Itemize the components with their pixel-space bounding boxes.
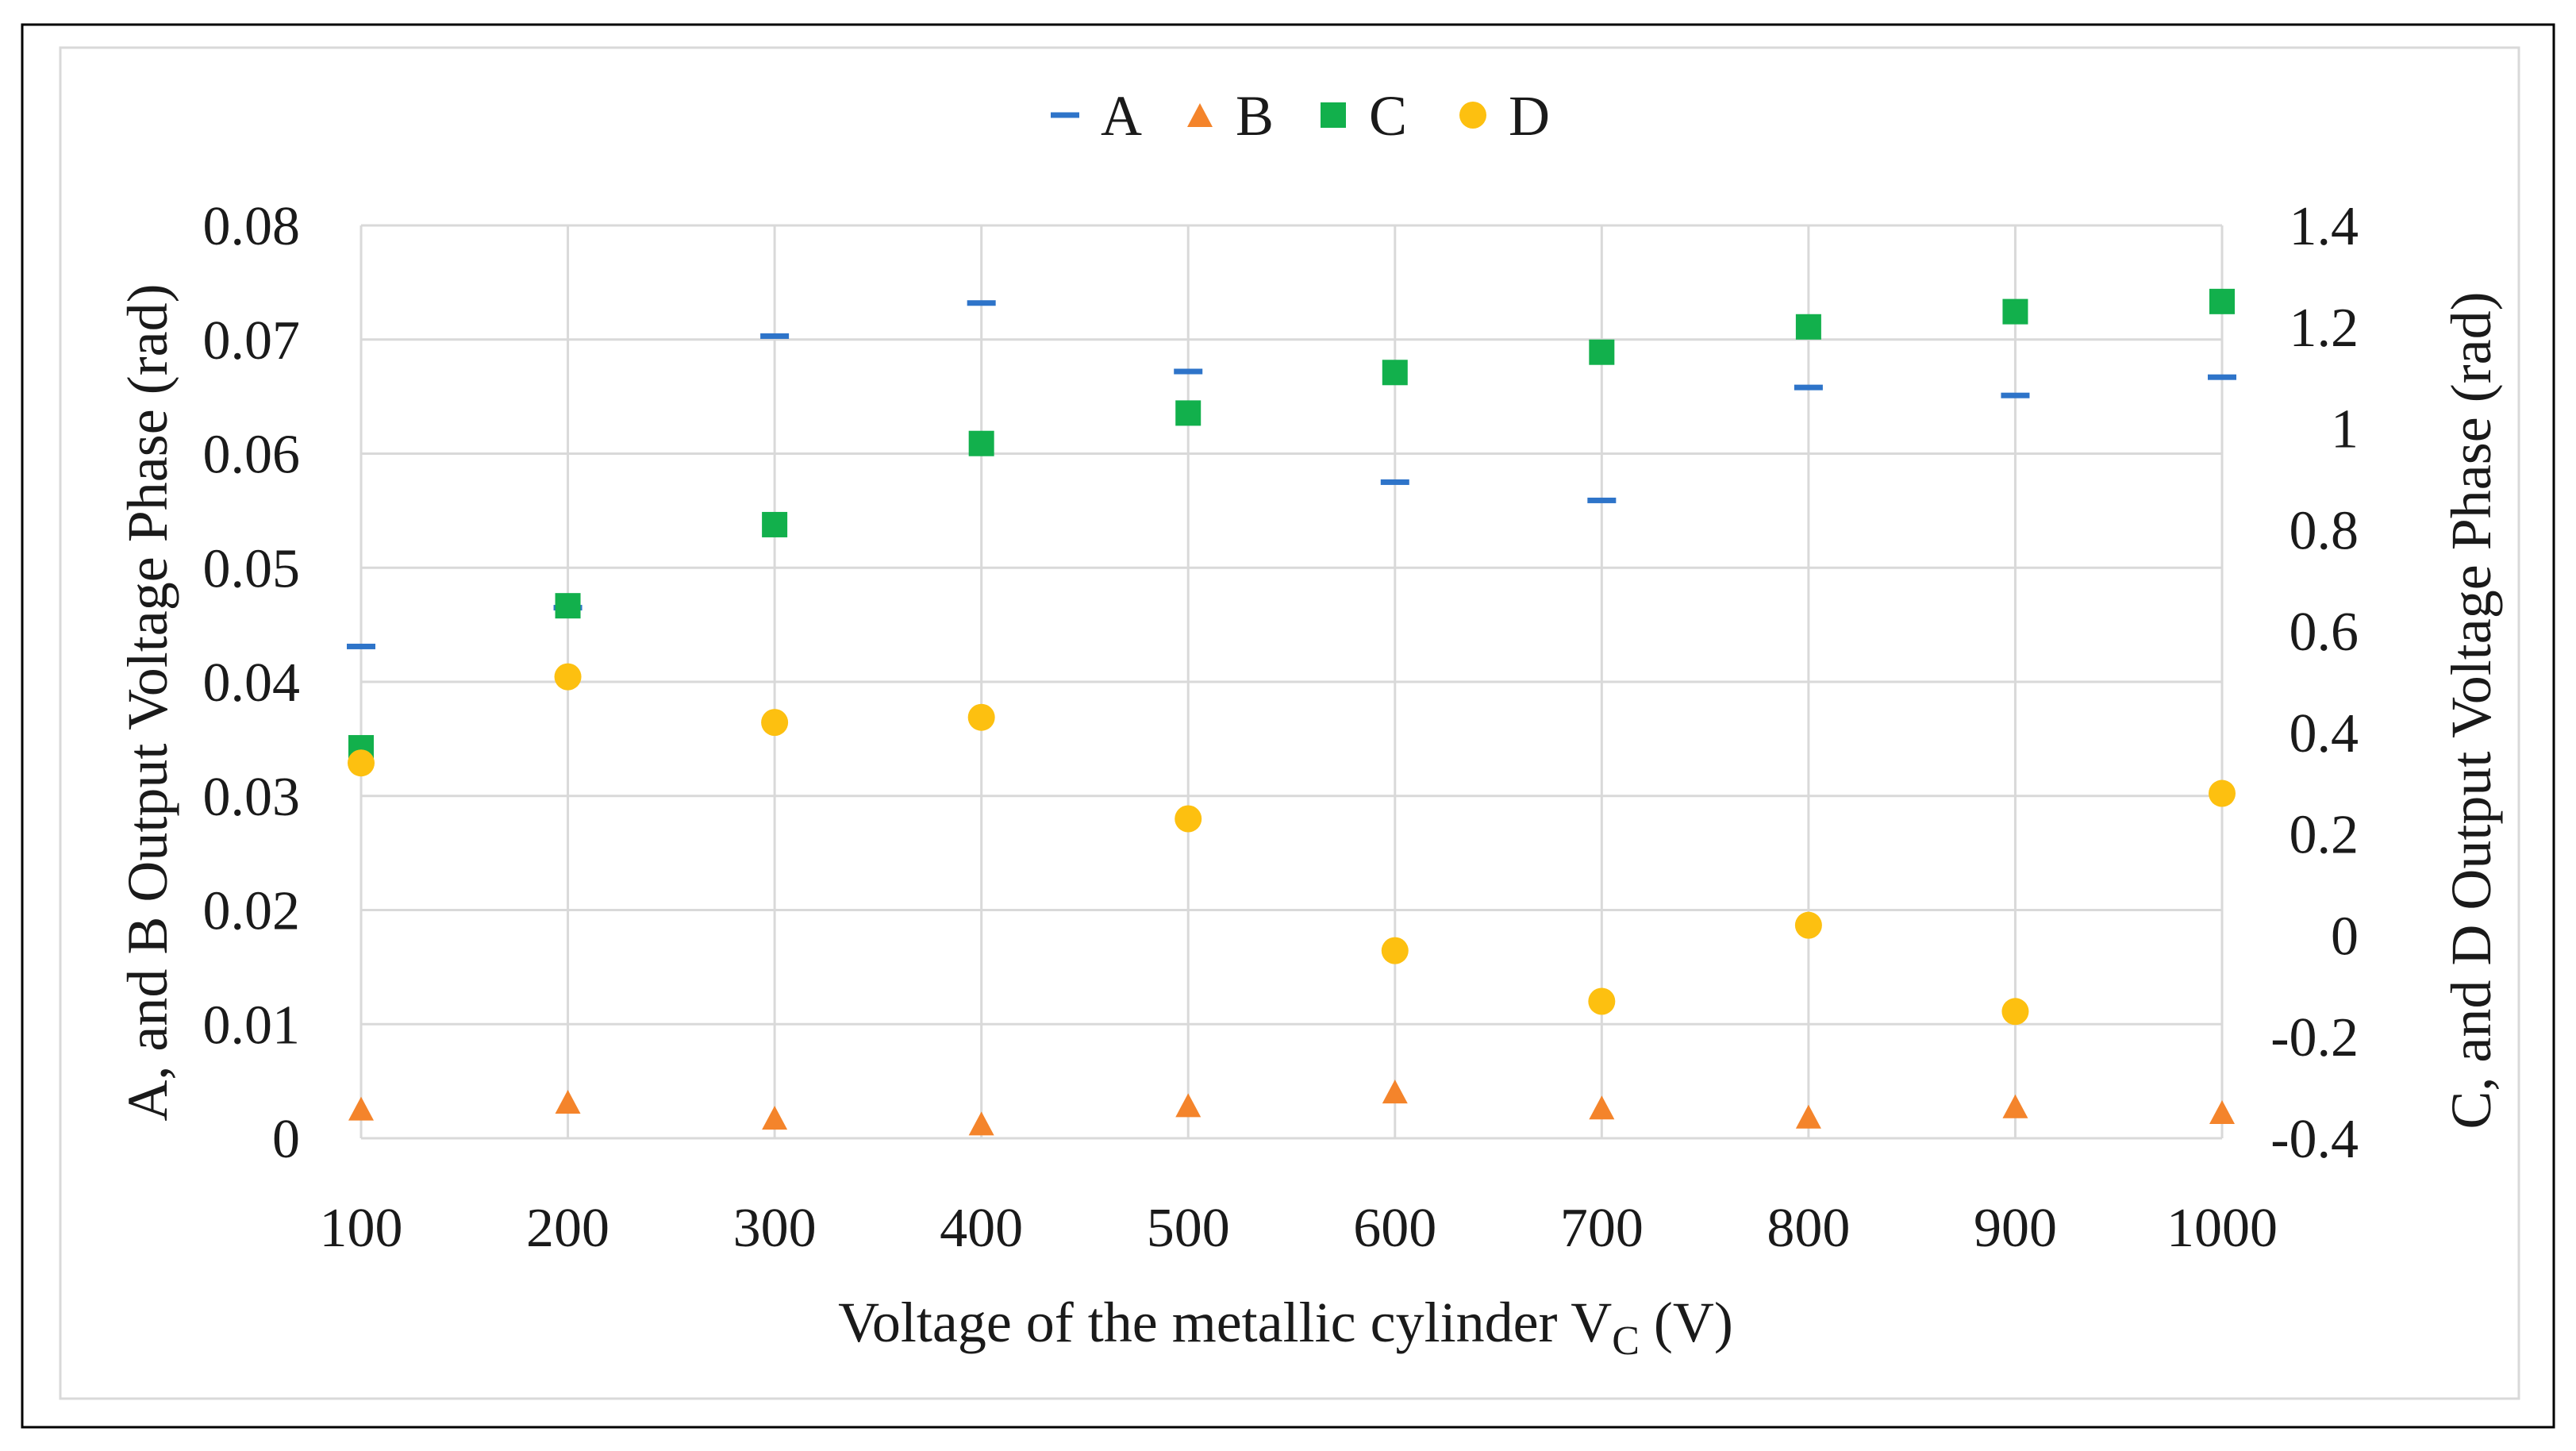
series-a-point (1794, 384, 1823, 391)
right-y-tick-label: 1.4 (2290, 196, 2359, 257)
series-d-point (554, 663, 582, 691)
series-b-point (2002, 1094, 2028, 1118)
series-d-point (1175, 805, 1202, 833)
x-axis-tick-labels: 100 200 300 400 500 600 700 800 900 1000 (320, 1198, 2278, 1259)
left-y-tick-label: 0.01 (203, 995, 301, 1056)
series-b-point (1795, 1104, 1821, 1129)
series-d-point (1588, 987, 1616, 1015)
legend-marker-c (1321, 102, 1346, 128)
x-tick-label: 700 (1560, 1198, 1644, 1259)
series-b-point (2209, 1099, 2235, 1124)
right-y-tick-label: -0.2 (2270, 1007, 2359, 1068)
series-b (348, 1080, 2235, 1136)
right-axis-tick-labels: -0.4 -0.2 0 0.2 0.4 0.6 0.8 1 1.2 1.4 (2270, 196, 2359, 1170)
right-y-tick-label: 0.2 (2290, 805, 2359, 866)
legend-marker-a (1051, 112, 1079, 118)
series-c-point (1795, 314, 1821, 340)
x-tick-label: 300 (733, 1198, 817, 1259)
series-d (348, 663, 2236, 1026)
legend-marker-d (1459, 102, 1486, 129)
right-y-tick-label: 0.8 (2290, 500, 2359, 561)
right-y-tick-label: 0 (2331, 906, 2359, 967)
left-y-tick-label: 0 (272, 1109, 300, 1170)
series-d-point (1381, 937, 1409, 964)
series-b-point (348, 1096, 374, 1121)
legend-label-b: B (1236, 84, 1274, 148)
legend: A B C D (1051, 84, 1550, 148)
series-a-point (760, 333, 790, 339)
left-y-tick-label: 0.08 (203, 196, 301, 257)
series-c-point (762, 511, 788, 537)
left-y-tick-label: 0.07 (203, 310, 301, 371)
series-a-point (967, 300, 996, 306)
series-c-point (1589, 339, 1615, 365)
series-c-point (968, 430, 994, 456)
series-c (348, 288, 2235, 761)
series-d-point (2209, 779, 2236, 807)
series-a-point (2208, 374, 2236, 380)
left-y-tick-label: 0.02 (203, 881, 301, 942)
left-y-tick-label: 0.03 (203, 767, 301, 828)
x-tick-label: 100 (320, 1198, 403, 1259)
gridlines (359, 224, 2224, 1140)
x-axis-title: Voltage of the metallic cylinder VC (V) (838, 1291, 1733, 1364)
series-d-point (967, 703, 995, 731)
x-tick-label: 400 (940, 1198, 1023, 1259)
data-markers (347, 288, 2236, 1136)
series-c-point (2209, 288, 2235, 314)
legend-label-d: D (1509, 84, 1550, 148)
series-a-point (2001, 392, 2030, 398)
x-tick-label: 500 (1147, 1198, 1230, 1259)
series-b-point (555, 1090, 581, 1114)
right-y-tick-label: 1.2 (2290, 298, 2359, 359)
x-tick-label: 1000 (2167, 1198, 2278, 1259)
series-d-point (348, 749, 375, 777)
series-d-point (1794, 911, 1822, 939)
legend-label-c: C (1369, 84, 1407, 148)
legend-marker-b (1187, 103, 1213, 127)
x-tick-label: 900 (1974, 1198, 2057, 1259)
series-a-point (1380, 479, 1409, 485)
series-c-point (2002, 298, 2028, 325)
legend-label-a: A (1101, 84, 1142, 148)
series-b-point (1589, 1095, 1615, 1120)
right-y-axis-title: C, and D Output Voltage Phase (rad) (2440, 291, 2503, 1129)
series-b-point (968, 1111, 994, 1136)
right-y-tick-label: -0.4 (2270, 1109, 2359, 1170)
left-y-axis-title: A, and B Output Voltage Phase (rad) (116, 283, 179, 1121)
left-y-tick-label: 0.04 (203, 652, 301, 714)
x-tick-label: 600 (1353, 1198, 1436, 1259)
left-y-tick-label: 0.05 (203, 538, 301, 599)
right-y-tick-label: 0.4 (2290, 703, 2359, 764)
right-y-tick-label: 0.6 (2290, 602, 2359, 663)
series-d-point (2001, 998, 2029, 1026)
series-c-point (555, 593, 581, 619)
right-y-tick-label: 1 (2331, 399, 2359, 460)
chart-area-border (59, 46, 2520, 1400)
series-c-point (1382, 360, 1408, 386)
series-d-point (761, 709, 789, 737)
series-a-point (347, 643, 375, 649)
series-b-point (1382, 1080, 1408, 1104)
left-axis-tick-labels: 0 0.01 0.02 0.03 0.04 0.05 0.06 0.07 0.08 (203, 196, 301, 1170)
series-c-point (1175, 400, 1201, 426)
series-b-point (762, 1106, 788, 1130)
left-y-tick-label: 0.06 (203, 425, 301, 486)
series-a-point (1174, 368, 1203, 375)
series-b-point (1175, 1093, 1201, 1118)
x-tick-label: 800 (1767, 1198, 1850, 1259)
series-a-point (1587, 497, 1617, 503)
series-a (347, 300, 2236, 649)
x-tick-label: 200 (526, 1198, 609, 1259)
outer-frame (21, 23, 2555, 1429)
